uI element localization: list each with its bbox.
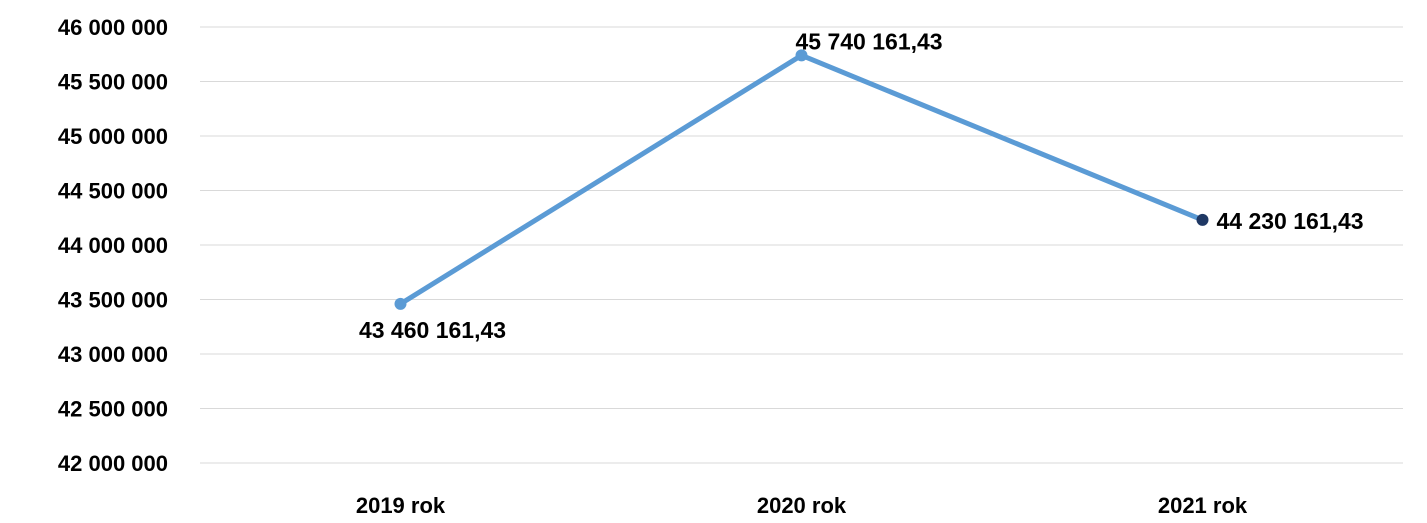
data-point-marker — [394, 297, 407, 310]
y-tick-label: 42 500 000 — [58, 397, 168, 422]
y-tick-label: 43 000 000 — [58, 342, 168, 367]
data-label: 45 740 161,43 — [796, 28, 943, 54]
x-axis-tick-labels: 2019 rok 2020 rok 2021 rok — [356, 493, 1248, 518]
x-tick-label: 2019 rok — [356, 493, 446, 518]
data-labels: 43 460 161,43 45 740 161,43 44 230 161,43 — [359, 28, 1364, 343]
data-point-marker — [1196, 213, 1209, 226]
y-tick-label: 44 500 000 — [58, 179, 168, 204]
gridlines — [200, 26, 1403, 464]
series-line-group — [394, 49, 1209, 310]
y-tick-label: 45 000 000 — [58, 124, 168, 149]
x-tick-label: 2020 rok — [757, 493, 847, 518]
x-tick-label: 2021 rok — [1158, 493, 1248, 518]
y-axis-tick-labels: 42 000 000 42 500 000 43 000 000 43 500 000… — [58, 15, 168, 476]
data-label: 43 460 161,43 — [359, 317, 506, 343]
data-label: 44 230 161,43 — [1217, 208, 1364, 234]
y-tick-label: 46 000 000 — [58, 15, 168, 40]
y-tick-label: 44 000 000 — [58, 233, 168, 258]
y-tick-label: 45 500 000 — [58, 70, 168, 95]
data-point-marker — [795, 49, 808, 62]
series-line — [398, 52, 1205, 307]
y-tick-label: 42 000 000 — [58, 451, 168, 476]
y-tick-label: 43 500 000 — [58, 288, 168, 313]
